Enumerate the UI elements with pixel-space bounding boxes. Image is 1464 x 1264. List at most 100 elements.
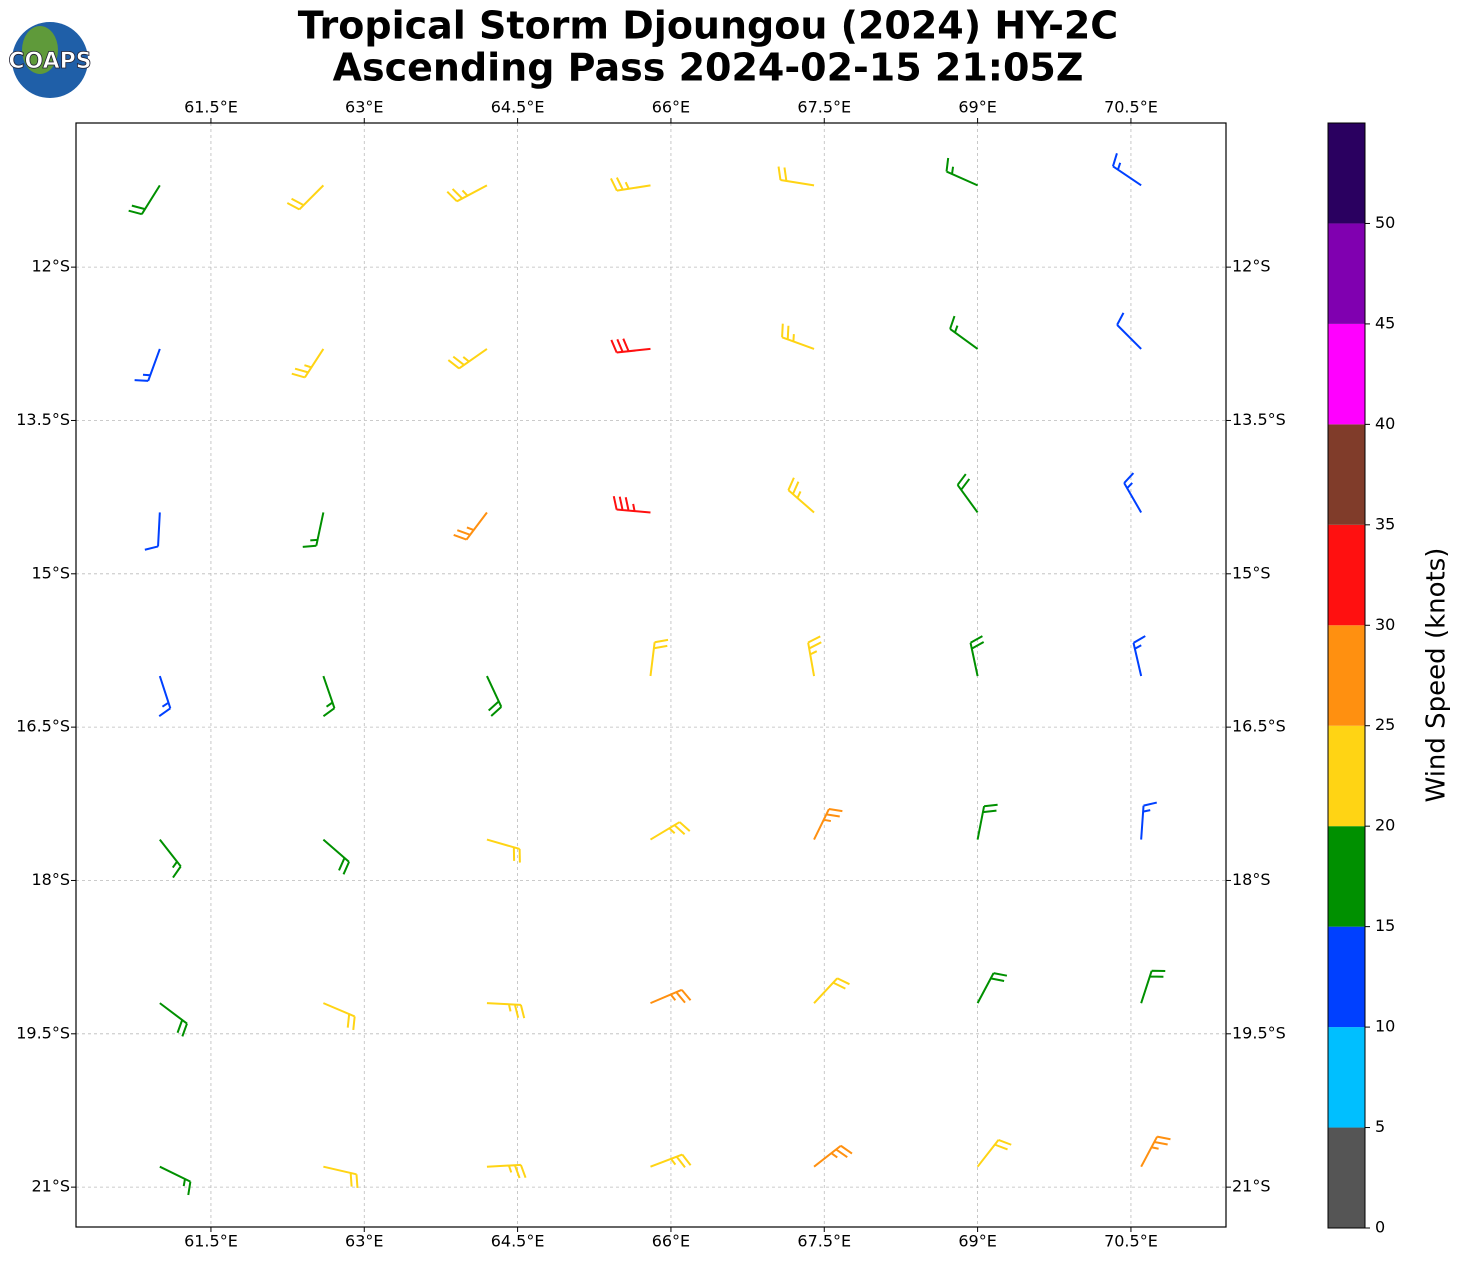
y-tick-label: 13.5°S — [16, 410, 70, 429]
colorbar-tick-label: 40 — [1375, 414, 1395, 433]
wind-barb — [956, 473, 979, 514]
wind-barb — [286, 184, 325, 211]
wind-barb — [158, 675, 172, 717]
y-tick-label: 16.5°S — [1232, 717, 1286, 736]
colorbar-tick-label: 25 — [1375, 715, 1395, 734]
y-tick-label: 16.5°S — [16, 717, 70, 736]
x-tick-label: 66°E — [652, 1232, 690, 1251]
colorbar-tick-label: 15 — [1375, 916, 1395, 935]
wind-barb — [159, 1002, 188, 1037]
logo: COAPS — [8, 22, 92, 98]
wind-barb — [322, 838, 350, 875]
colorbar-segment — [1328, 725, 1365, 827]
wind-barb — [813, 1144, 853, 1168]
colorbar-segment — [1328, 323, 1365, 425]
wind-barb — [128, 184, 161, 216]
x-tick-label: 69°E — [958, 98, 996, 117]
colorbar-tick-label: 30 — [1375, 615, 1395, 634]
x-tick-label: 70.5°E — [1104, 98, 1158, 117]
wind-barb — [649, 638, 669, 677]
wind-barb — [1123, 472, 1143, 513]
wind-barb — [1112, 153, 1142, 187]
wind-barb — [486, 838, 521, 863]
wind-barb — [976, 1138, 1012, 1168]
x-tick-label: 64.5°E — [491, 98, 545, 117]
logo-land — [22, 26, 58, 74]
wind-barb — [159, 838, 182, 879]
wind-barb — [159, 1165, 192, 1196]
colorbar-tick-label: 45 — [1375, 313, 1395, 332]
wind-barb — [781, 323, 815, 350]
wind-barb — [650, 1153, 692, 1168]
colorbar-segment — [1328, 826, 1365, 927]
colorbar-frame — [1327, 122, 1366, 1229]
y-tick-label: 21°S — [31, 1177, 70, 1196]
colorbar-label: Wind Speed (knots) — [1422, 548, 1452, 803]
x-tick-label: 63°E — [345, 98, 383, 117]
y-tick-label: 12°S — [1232, 257, 1271, 276]
colorbar-segment — [1328, 123, 1365, 224]
colorbar-segment — [1328, 625, 1365, 726]
wind-barb — [1140, 969, 1166, 1004]
y-tick-label: 18°S — [31, 870, 70, 889]
wind-barb — [969, 635, 985, 677]
colorbar-segment — [1328, 926, 1365, 1028]
wind-barb — [446, 184, 488, 203]
x-tick-label: 61.5°E — [184, 1232, 238, 1251]
wind-barb — [291, 348, 325, 379]
title: Tropical Storm Djoungou (2024) HY-2C — [298, 4, 1118, 48]
wind-barb — [134, 348, 161, 382]
wind-barb — [144, 512, 161, 551]
wind-barb — [945, 157, 979, 187]
y-tick-label: 15°S — [31, 563, 70, 582]
x-tick-label: 61.5°E — [184, 98, 238, 117]
x-tick-label: 70.5°E — [1104, 1232, 1158, 1251]
wind-barb — [949, 315, 979, 350]
wind-barb — [1132, 635, 1146, 677]
wind-barb — [649, 821, 691, 841]
title: Ascending Pass 2024-02-15 21:05Z — [333, 46, 1084, 90]
wind-barb — [323, 1165, 359, 1188]
wind-barb — [1116, 312, 1142, 350]
wind-barb — [976, 972, 1008, 1004]
wind-barb — [777, 166, 815, 187]
y-tick-label: 19.5°S — [16, 1023, 70, 1042]
wind-barb — [813, 977, 850, 1004]
logo-text: COAPS — [8, 49, 91, 74]
colorbar-tick-label: 20 — [1375, 816, 1395, 835]
map-frame — [75, 122, 1227, 1228]
wind-barb — [807, 635, 822, 677]
y-tick-label: 15°S — [1232, 563, 1271, 582]
x-tick-label: 67.5°E — [797, 1232, 851, 1251]
wind-barb — [322, 1002, 356, 1031]
colorbar: 0 5 10 15 20 25 30 35 40 45 50 — [1327, 122, 1395, 1237]
wind-barb — [486, 1002, 526, 1019]
y-tick-label: 19.5°S — [1232, 1023, 1286, 1042]
colorbar-segment — [1328, 223, 1365, 324]
wind-barb — [1140, 1135, 1171, 1168]
wind-barb — [650, 988, 692, 1005]
x-tick-label: 63°E — [345, 1232, 383, 1251]
map: 61.5°E 61.5°E 63°E 63°E 64.5°E 64.5°E 66°E 66°E… — [16, 98, 1286, 1251]
colorbar-segment — [1328, 524, 1365, 626]
colorbar-tick-label: 0 — [1375, 1218, 1385, 1237]
wind-barb — [486, 675, 503, 717]
wind-barb — [1140, 801, 1157, 840]
colorbar-tick-label: 10 — [1375, 1017, 1395, 1036]
wind-barb — [453, 511, 488, 541]
colorbar-tick-label: 50 — [1375, 213, 1395, 232]
wind-barb — [610, 177, 651, 192]
x-tick-label: 66°E — [652, 98, 690, 117]
colorbar-segment — [1328, 1127, 1365, 1228]
colorbar-segment — [1328, 424, 1365, 525]
wind-barb — [612, 495, 651, 514]
wind-barb — [486, 1163, 527, 1179]
colorbar-tick-label: 5 — [1375, 1117, 1385, 1136]
wind-barb — [610, 338, 651, 354]
wind-barb — [302, 512, 325, 548]
y-tick-label: 13.5°S — [1232, 410, 1286, 429]
colorbar-tick-label: 35 — [1375, 514, 1395, 533]
wind-barb — [322, 675, 336, 717]
wind-barb — [813, 808, 843, 841]
